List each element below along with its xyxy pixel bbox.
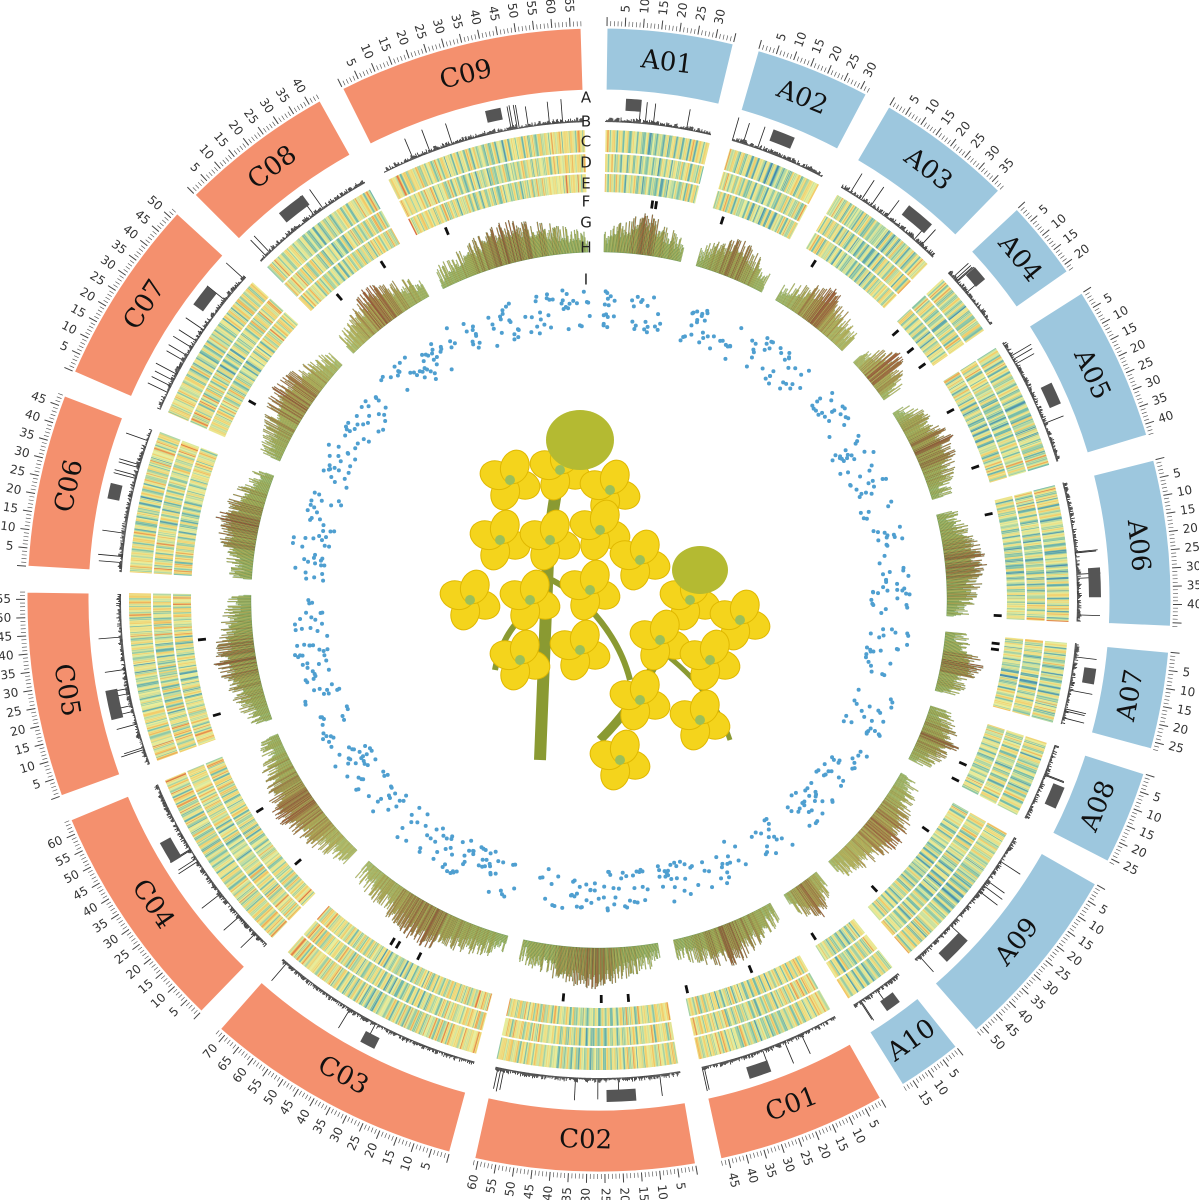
- heatmap-cell: [703, 142, 710, 165]
- heatmap-cell: [698, 166, 705, 185]
- heatmap-cell: [694, 185, 700, 204]
- heatmap-rings: [129, 130, 1069, 1070]
- heatmap-cell: [807, 184, 819, 205]
